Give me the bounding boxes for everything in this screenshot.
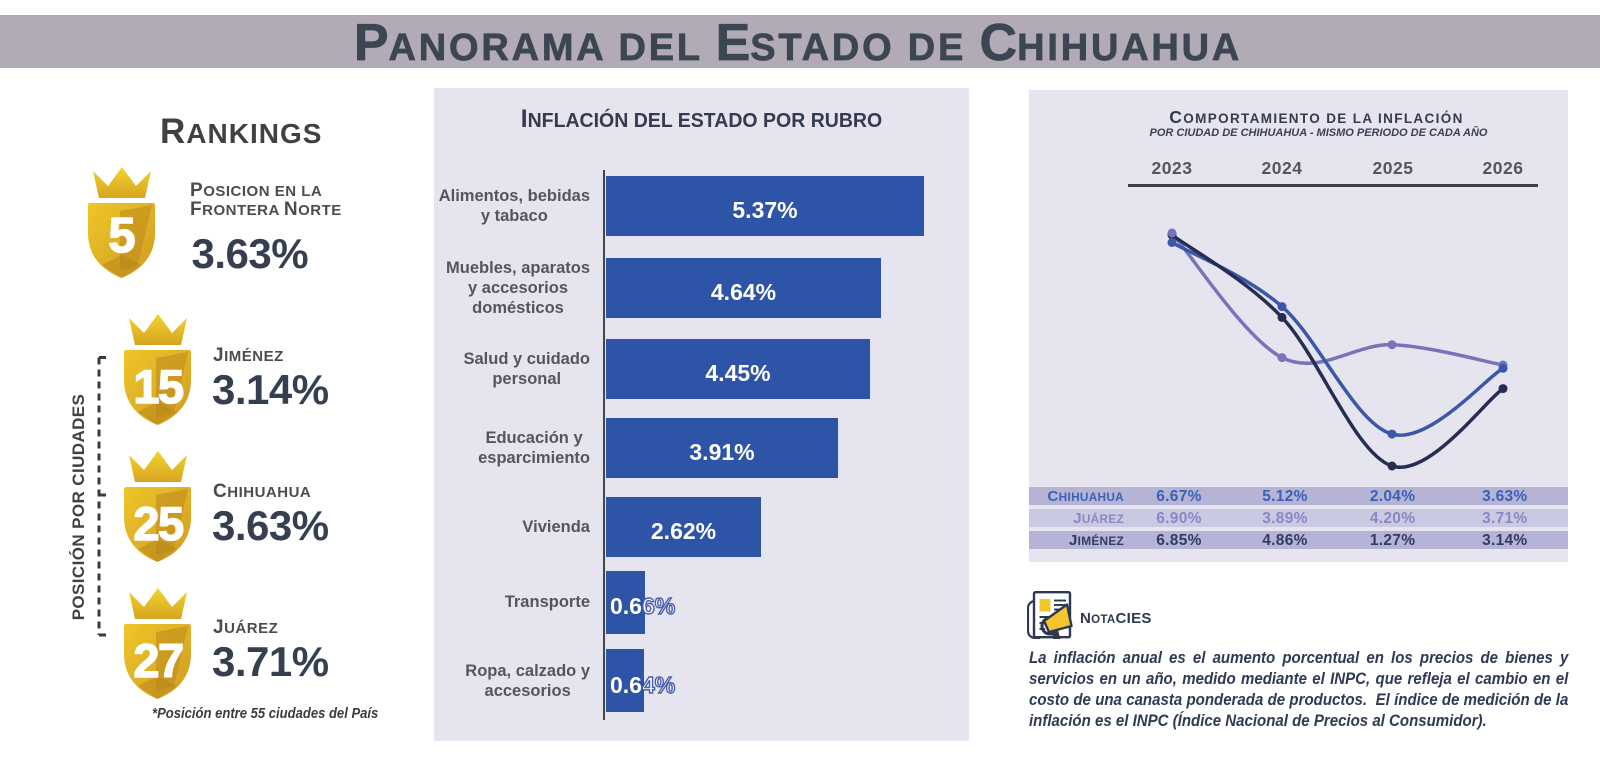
svg-text:5: 5 [108,209,135,263]
svg-text:27: 27 [133,634,183,687]
svg-text:15: 15 [133,360,183,413]
svg-text:25: 25 [133,497,183,550]
